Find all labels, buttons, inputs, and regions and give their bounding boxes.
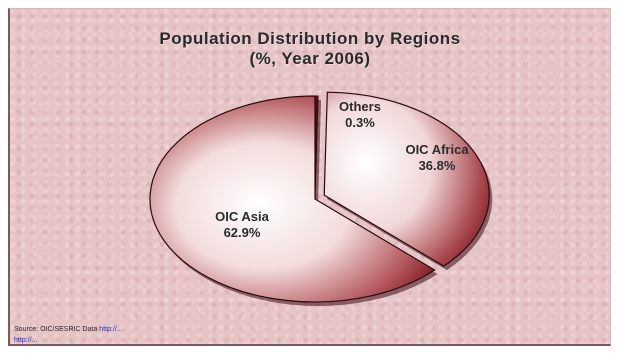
pie-slice-shadow: [318, 100, 322, 203]
slice-value-label: 36.8%: [419, 158, 456, 173]
slice-value-label: 62.9%: [224, 225, 261, 240]
slice-label: OIC Asia: [215, 209, 269, 224]
pie-slice-oic-asia[interactable]: [149, 95, 436, 303]
pie-slice-oic-africa[interactable]: [323, 91, 490, 267]
chart-title: Population Distribution by Regions: [159, 29, 461, 48]
source-line: Source: OIC/SESRIC Data http://...: [14, 325, 314, 334]
slice-label: Others: [339, 99, 381, 114]
source-url[interactable]: http://...: [14, 337, 38, 344]
slice-label: OIC Africa: [405, 142, 469, 157]
slice-value-label: 0.3%: [345, 115, 375, 130]
chart-subtitle: (%, Year 2006): [249, 49, 371, 68]
source-link[interactable]: http://...: [99, 326, 123, 333]
source-text: Source: OIC/SESRIC Data: [14, 326, 98, 333]
chart-frame: Population Distribution by Regions (%, Y…: [8, 8, 611, 346]
